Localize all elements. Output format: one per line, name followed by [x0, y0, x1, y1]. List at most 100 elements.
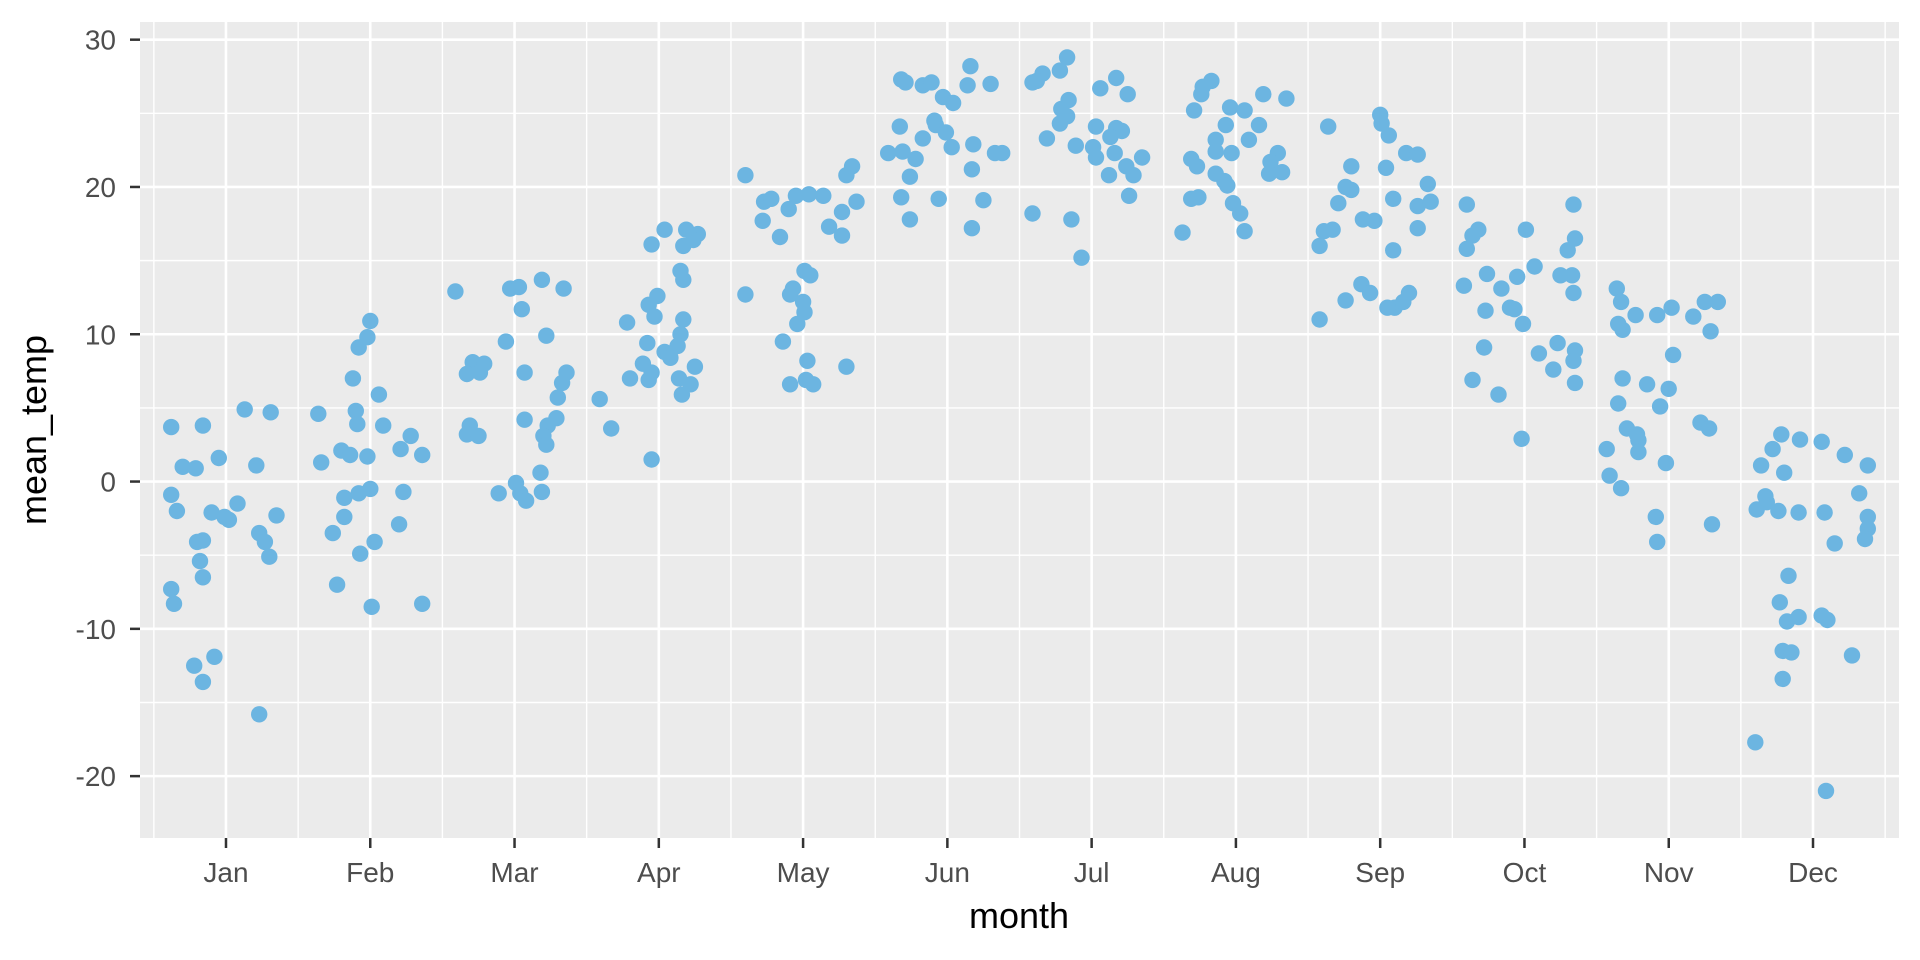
data-point	[206, 648, 223, 665]
data-point	[1826, 535, 1843, 552]
data-point	[1859, 508, 1877, 526]
data-point	[1685, 308, 1702, 325]
data-point	[1612, 293, 1630, 311]
data-point	[1703, 516, 1721, 533]
data-point	[251, 706, 268, 723]
data-point	[805, 376, 822, 393]
data-point	[1748, 501, 1765, 518]
data-point	[907, 150, 924, 168]
data-point	[848, 193, 865, 210]
minor-gridlines	[140, 22, 1899, 838]
data-point	[1614, 321, 1631, 338]
data-point	[1278, 90, 1295, 107]
data-point	[1475, 339, 1493, 356]
data-point	[1395, 293, 1412, 311]
data-point	[893, 189, 910, 206]
data-point	[1612, 480, 1630, 497]
data-point	[639, 334, 656, 352]
data-point	[621, 370, 639, 387]
data-point	[517, 492, 535, 509]
x-tick-label: May	[777, 857, 830, 888]
data-point	[675, 311, 692, 328]
data-point	[1509, 268, 1526, 285]
data-point	[685, 231, 702, 249]
x-tick-label: Dec	[1788, 857, 1838, 888]
data-point	[1385, 242, 1402, 259]
data-point	[1102, 128, 1119, 146]
data-point	[163, 486, 180, 503]
data-point	[187, 460, 204, 477]
data-point	[891, 118, 908, 135]
data-point	[347, 402, 364, 420]
data-point	[1108, 69, 1125, 87]
data-point	[1422, 193, 1439, 210]
data-point	[1513, 430, 1530, 447]
y-axis-title: mean_temp	[13, 335, 54, 525]
data-point	[268, 507, 285, 524]
data-point	[901, 168, 919, 185]
data-point	[516, 364, 533, 381]
data-point	[1566, 230, 1584, 247]
data-point	[901, 211, 919, 228]
data-point	[336, 508, 353, 526]
x-axis-title: month	[969, 895, 1069, 936]
data-point	[1221, 99, 1239, 116]
data-point	[1067, 137, 1085, 154]
data-point	[352, 545, 369, 562]
data-point	[363, 598, 380, 615]
data-point	[538, 327, 555, 344]
y-tick-label: 0	[100, 467, 116, 498]
data-point	[1320, 118, 1337, 135]
data-point	[646, 308, 663, 325]
data-point	[1490, 386, 1507, 403]
data-point	[1063, 211, 1080, 228]
data-point	[366, 533, 383, 551]
data-point	[1813, 433, 1830, 450]
data-point	[963, 161, 981, 178]
data-point	[737, 286, 754, 303]
data-point	[1773, 426, 1790, 443]
data-point	[510, 278, 528, 296]
data-point	[1566, 374, 1584, 392]
data-point	[220, 511, 238, 528]
data-point	[1409, 220, 1426, 237]
data-point	[1702, 323, 1719, 340]
data-point	[533, 483, 551, 501]
data-point	[1514, 315, 1532, 333]
data-point	[1517, 221, 1535, 238]
data-point	[336, 489, 353, 506]
data-point	[1647, 508, 1665, 526]
data-point	[618, 314, 636, 331]
x-tick-label: Feb	[346, 857, 394, 888]
data-point	[640, 371, 657, 389]
data-point	[414, 595, 431, 612]
data-point	[1311, 237, 1328, 255]
data-point	[1087, 118, 1105, 135]
data-point	[174, 458, 191, 475]
data-point	[210, 449, 227, 467]
data-point	[930, 190, 947, 207]
data-point	[262, 404, 279, 421]
data-point	[256, 533, 274, 551]
data-point	[1565, 352, 1582, 369]
data-point	[1630, 443, 1647, 461]
data-point	[344, 370, 362, 387]
data-point	[1790, 504, 1807, 521]
data-point	[310, 405, 327, 422]
data-point	[914, 130, 931, 147]
data-point	[194, 673, 212, 691]
data-point	[963, 220, 981, 237]
data-point	[796, 304, 813, 321]
data-point	[395, 483, 412, 501]
data-point	[1464, 227, 1481, 244]
major-gridlines	[140, 22, 1899, 838]
data-point	[1657, 454, 1675, 472]
data-point	[513, 301, 530, 318]
data-point	[1255, 86, 1272, 103]
data-point	[194, 569, 212, 586]
data-point	[194, 417, 212, 434]
data-point	[324, 524, 341, 542]
data-point	[799, 352, 816, 369]
data-point	[1709, 293, 1727, 311]
